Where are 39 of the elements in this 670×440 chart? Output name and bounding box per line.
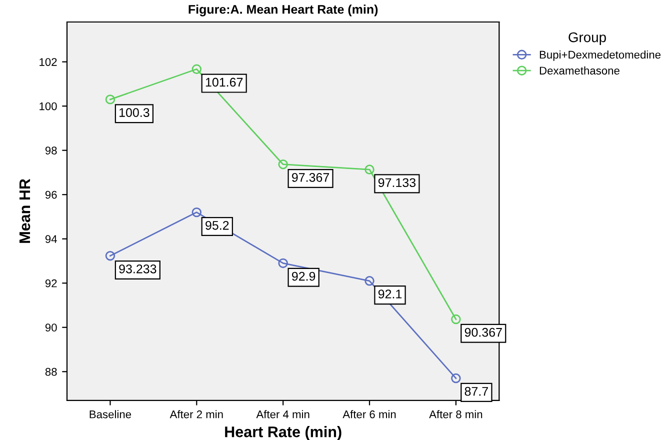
point [364, 164, 374, 174]
y-tick-label: 100 [40, 102, 57, 110]
point [451, 373, 461, 384]
y-axis-title: Mean HR [20, 178, 30, 243]
point [451, 314, 461, 324]
data-label: 101.67 [206, 78, 243, 87]
legend-label: Bupi+Dexmedetomedine [540, 50, 661, 61]
x-axis-title: Heart Rate (min) [225, 426, 342, 440]
y-tick-label: 98 [45, 146, 57, 154]
data-label: 92.1 [378, 290, 402, 298]
legend-title: Group [568, 32, 606, 45]
data-label: 97.367 [292, 173, 330, 182]
x-tick-label: After 6 min [342, 410, 396, 418]
y-tick-label: 88 [45, 368, 57, 376]
point [364, 276, 374, 286]
x-tick-label: After 2 min [170, 410, 223, 418]
point [105, 250, 116, 261]
y-tick-label: 96 [45, 190, 57, 199]
point [192, 207, 202, 218]
data-label: 97.133 [378, 178, 416, 188]
x-tick-label: Baseline [90, 410, 132, 418]
legend-label: Dexamethasone [540, 66, 620, 75]
x-tick-label: After 4 min [256, 410, 310, 418]
x-tick-label: After 8 min [429, 410, 482, 418]
point [192, 64, 202, 74]
point [278, 159, 288, 170]
data-label: 100.3 [120, 108, 150, 117]
data-label: 93.233 [119, 264, 156, 274]
chart-title: Figure:A. Mean Heart Rate (min) [188, 4, 378, 16]
y-tick-label: 92 [45, 279, 57, 288]
point [278, 258, 288, 268]
y-tick-label: 94 [45, 235, 57, 243]
point [105, 94, 116, 104]
data-label: 95.2 [206, 220, 229, 230]
data-label: 90.367 [464, 328, 502, 337]
data-label: 87.7 [464, 386, 488, 396]
y-tick-label: 90 [45, 324, 57, 332]
data-label: 92.9 [292, 272, 316, 281]
y-tick-label: 102 [40, 58, 57, 66]
